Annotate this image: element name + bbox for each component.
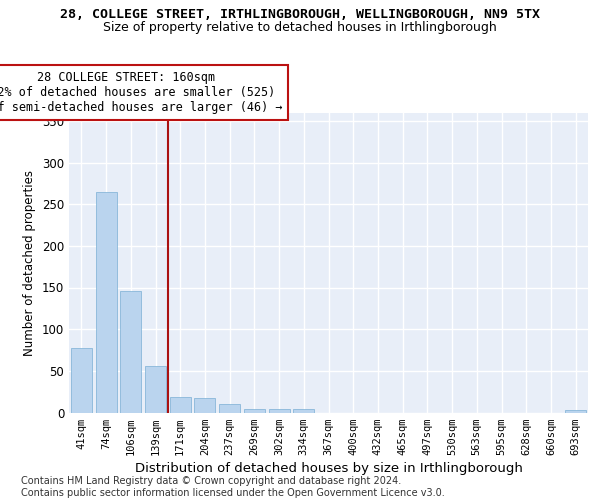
- Text: Contains HM Land Registry data © Crown copyright and database right 2024.
Contai: Contains HM Land Registry data © Crown c…: [21, 476, 445, 498]
- Y-axis label: Number of detached properties: Number of detached properties: [23, 170, 37, 356]
- Bar: [219, 404, 240, 412]
- Text: 28, COLLEGE STREET, IRTHLINGBOROUGH, WELLINGBOROUGH, NN9 5TX: 28, COLLEGE STREET, IRTHLINGBOROUGH, WEL…: [60, 8, 540, 20]
- Bar: [95, 192, 116, 412]
- Bar: [71, 348, 92, 412]
- Text: Size of property relative to detached houses in Irthlingborough: Size of property relative to detached ho…: [103, 21, 497, 34]
- Bar: [244, 409, 265, 412]
- Bar: [194, 398, 215, 412]
- Bar: [120, 291, 141, 412]
- Bar: [293, 409, 314, 412]
- Bar: [170, 396, 191, 412]
- Text: 28 COLLEGE STREET: 160sqm
← 92% of detached houses are smaller (525)
8% of semi-: 28 COLLEGE STREET: 160sqm ← 92% of detac…: [0, 71, 283, 114]
- Bar: [565, 410, 586, 412]
- Bar: [145, 366, 166, 412]
- Bar: [269, 409, 290, 412]
- X-axis label: Distribution of detached houses by size in Irthlingborough: Distribution of detached houses by size …: [134, 462, 523, 475]
